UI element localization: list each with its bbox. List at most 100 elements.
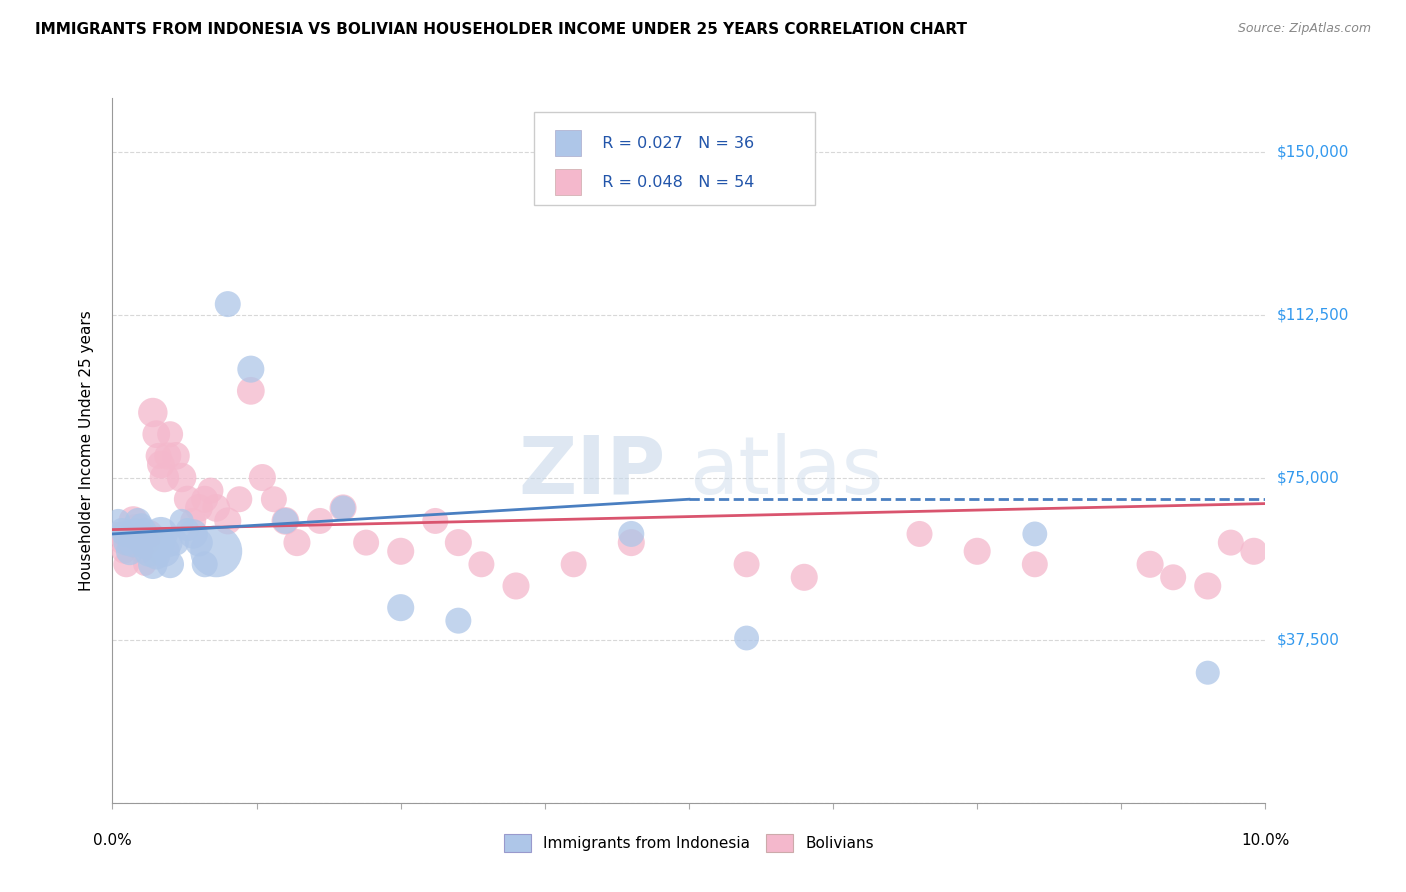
Point — [1219, 535, 1241, 549]
Point — [263, 492, 285, 507]
Point — [332, 500, 354, 515]
Point — [200, 483, 222, 498]
Point — [118, 544, 141, 558]
Point — [966, 544, 988, 558]
Point — [447, 614, 470, 628]
Point — [134, 523, 156, 537]
Point — [142, 405, 165, 419]
Point — [735, 631, 758, 645]
Point — [793, 570, 815, 584]
Point — [735, 558, 758, 572]
Point — [156, 535, 179, 549]
Point — [159, 558, 181, 572]
Text: IMMIGRANTS FROM INDONESIA VS BOLIVIAN HOUSEHOLDER INCOME UNDER 25 YEARS CORRELAT: IMMIGRANTS FROM INDONESIA VS BOLIVIAN HO… — [35, 22, 967, 37]
Legend: Immigrants from Indonesia, Bolivians: Immigrants from Indonesia, Bolivians — [498, 828, 880, 859]
Point — [136, 535, 159, 549]
Point — [134, 558, 156, 572]
Point — [112, 527, 135, 541]
Point — [205, 544, 228, 558]
Point — [239, 384, 262, 398]
Text: Source: ZipAtlas.com: Source: ZipAtlas.com — [1237, 22, 1371, 36]
Text: ZIP: ZIP — [519, 433, 666, 510]
Point — [148, 535, 170, 549]
Point — [165, 535, 187, 549]
Point — [389, 600, 412, 615]
Point — [217, 514, 239, 528]
Point — [239, 362, 262, 376]
Point — [122, 535, 145, 549]
Point — [1243, 544, 1265, 558]
Point — [309, 514, 332, 528]
Point — [176, 492, 198, 507]
Point — [107, 527, 129, 541]
Point — [127, 514, 149, 528]
Point — [194, 558, 217, 572]
Point — [127, 535, 149, 549]
Text: atlas: atlas — [689, 433, 883, 510]
Point — [505, 579, 527, 593]
Text: 10.0%: 10.0% — [1241, 833, 1289, 848]
Point — [118, 535, 141, 549]
Point — [156, 449, 179, 463]
Point — [285, 535, 308, 549]
Point — [170, 514, 193, 528]
Text: $75,000: $75,000 — [1277, 470, 1340, 485]
Point — [425, 514, 447, 528]
Point — [205, 500, 228, 515]
Point — [122, 514, 145, 528]
Point — [111, 523, 134, 537]
Text: R = 0.048   N = 54: R = 0.048 N = 54 — [592, 175, 754, 190]
Point — [447, 535, 470, 549]
Point — [562, 558, 585, 572]
Point — [115, 535, 138, 549]
Point — [165, 449, 187, 463]
Point — [1139, 558, 1161, 572]
Point — [129, 544, 153, 558]
Point — [228, 492, 250, 507]
Point — [188, 535, 211, 549]
Text: $150,000: $150,000 — [1277, 145, 1348, 160]
Point — [188, 500, 211, 515]
Point — [389, 544, 412, 558]
Point — [111, 535, 134, 549]
Point — [112, 544, 135, 558]
Point — [142, 558, 165, 572]
Point — [138, 544, 160, 558]
Point — [115, 558, 138, 572]
Point — [145, 549, 167, 563]
Point — [1024, 558, 1046, 572]
Point — [148, 449, 170, 463]
Text: $37,500: $37,500 — [1277, 632, 1340, 648]
Point — [124, 523, 146, 537]
Point — [217, 297, 239, 311]
Point — [354, 535, 377, 549]
Point — [136, 535, 159, 549]
Point — [170, 470, 193, 484]
Point — [153, 544, 176, 558]
Point — [1024, 527, 1046, 541]
Point — [145, 427, 167, 442]
Point — [1161, 570, 1184, 584]
Point — [470, 558, 492, 572]
Point — [181, 527, 204, 541]
Point — [1197, 579, 1219, 593]
Point — [124, 527, 146, 541]
Point — [176, 523, 198, 537]
Point — [153, 470, 176, 484]
Point — [274, 514, 297, 528]
Point — [149, 527, 172, 541]
Point — [107, 514, 129, 528]
Point — [332, 500, 354, 515]
Text: $112,500: $112,500 — [1277, 308, 1348, 322]
Point — [1197, 665, 1219, 680]
Point — [274, 514, 297, 528]
Point — [138, 527, 160, 541]
Point — [129, 518, 153, 533]
Point — [159, 427, 181, 442]
Text: 0.0%: 0.0% — [93, 833, 132, 848]
Point — [252, 470, 274, 484]
Point — [149, 458, 172, 472]
Text: R = 0.027   N = 36: R = 0.027 N = 36 — [592, 136, 754, 151]
Point — [908, 527, 931, 541]
Point — [620, 527, 643, 541]
